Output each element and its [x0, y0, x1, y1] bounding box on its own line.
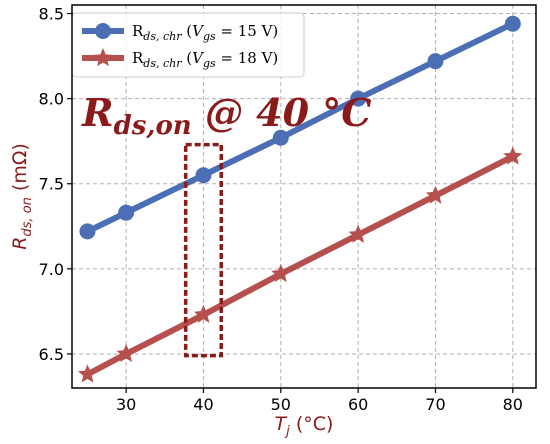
data-point — [116, 343, 136, 363]
highlight-box — [183, 142, 224, 358]
y-label-symbol: R — [9, 237, 31, 250]
y-tick-label: 8.0 — [39, 90, 64, 109]
series-line — [86, 153, 515, 378]
data-point — [193, 304, 213, 323]
data-point — [427, 53, 444, 70]
data-point — [503, 146, 523, 165]
data-point — [93, 48, 113, 67]
legend: Rds, chr (Vgs = 15 V) Rds, chr (Vgs = 18… — [71, 12, 305, 78]
data-point — [348, 224, 368, 243]
annotation-sub: ds,on — [114, 111, 192, 141]
x-label-unit: (°C) — [290, 413, 334, 435]
y-axis-label: Rds, on (mΩ) — [9, 143, 35, 250]
x-tick-label: 70 — [425, 395, 445, 414]
annotation-main: R — [81, 90, 114, 135]
series — [77, 15, 523, 383]
annotation-rest: @ 40 °C — [192, 90, 372, 135]
data-point — [272, 129, 289, 146]
y-label-sub: ds, on — [20, 197, 35, 236]
data-point — [195, 167, 212, 184]
x-tick-label: 30 — [116, 395, 136, 414]
y-tick-label: 7.0 — [39, 260, 64, 279]
data-point — [504, 15, 521, 32]
x-label-sub: j — [284, 424, 290, 439]
y-ticks: 6.5 7.0 7.5 8.0 8.5 — [39, 5, 72, 364]
x-tick-label: 80 — [503, 395, 523, 414]
y-label-unit: (mΩ) — [9, 143, 31, 197]
x-label-symbol: T — [275, 413, 288, 435]
data-point — [77, 364, 97, 383]
annotation-text: Rds,on @ 40 °C — [81, 90, 372, 141]
y-tick-label: 8.5 — [39, 5, 64, 24]
data-point — [118, 204, 135, 221]
data-point — [350, 90, 367, 107]
x-tick-label: 40 — [193, 395, 213, 414]
x-tick-label: 60 — [348, 395, 368, 414]
data-point — [79, 223, 96, 240]
data-point — [95, 23, 111, 39]
y-tick-label: 6.5 — [39, 345, 64, 364]
x-ticks: 30 40 50 60 70 80 — [116, 388, 523, 414]
plot-frame — [71, 4, 537, 389]
series-vgs-15 — [79, 15, 521, 240]
data-point — [425, 185, 445, 204]
y-tick-label: 7.5 — [39, 175, 64, 194]
series-vgs-18 — [77, 146, 523, 383]
x-axis-label: Tj (°C) — [275, 413, 334, 439]
data-point — [271, 263, 291, 283]
x-tick-label: 50 — [271, 395, 291, 414]
